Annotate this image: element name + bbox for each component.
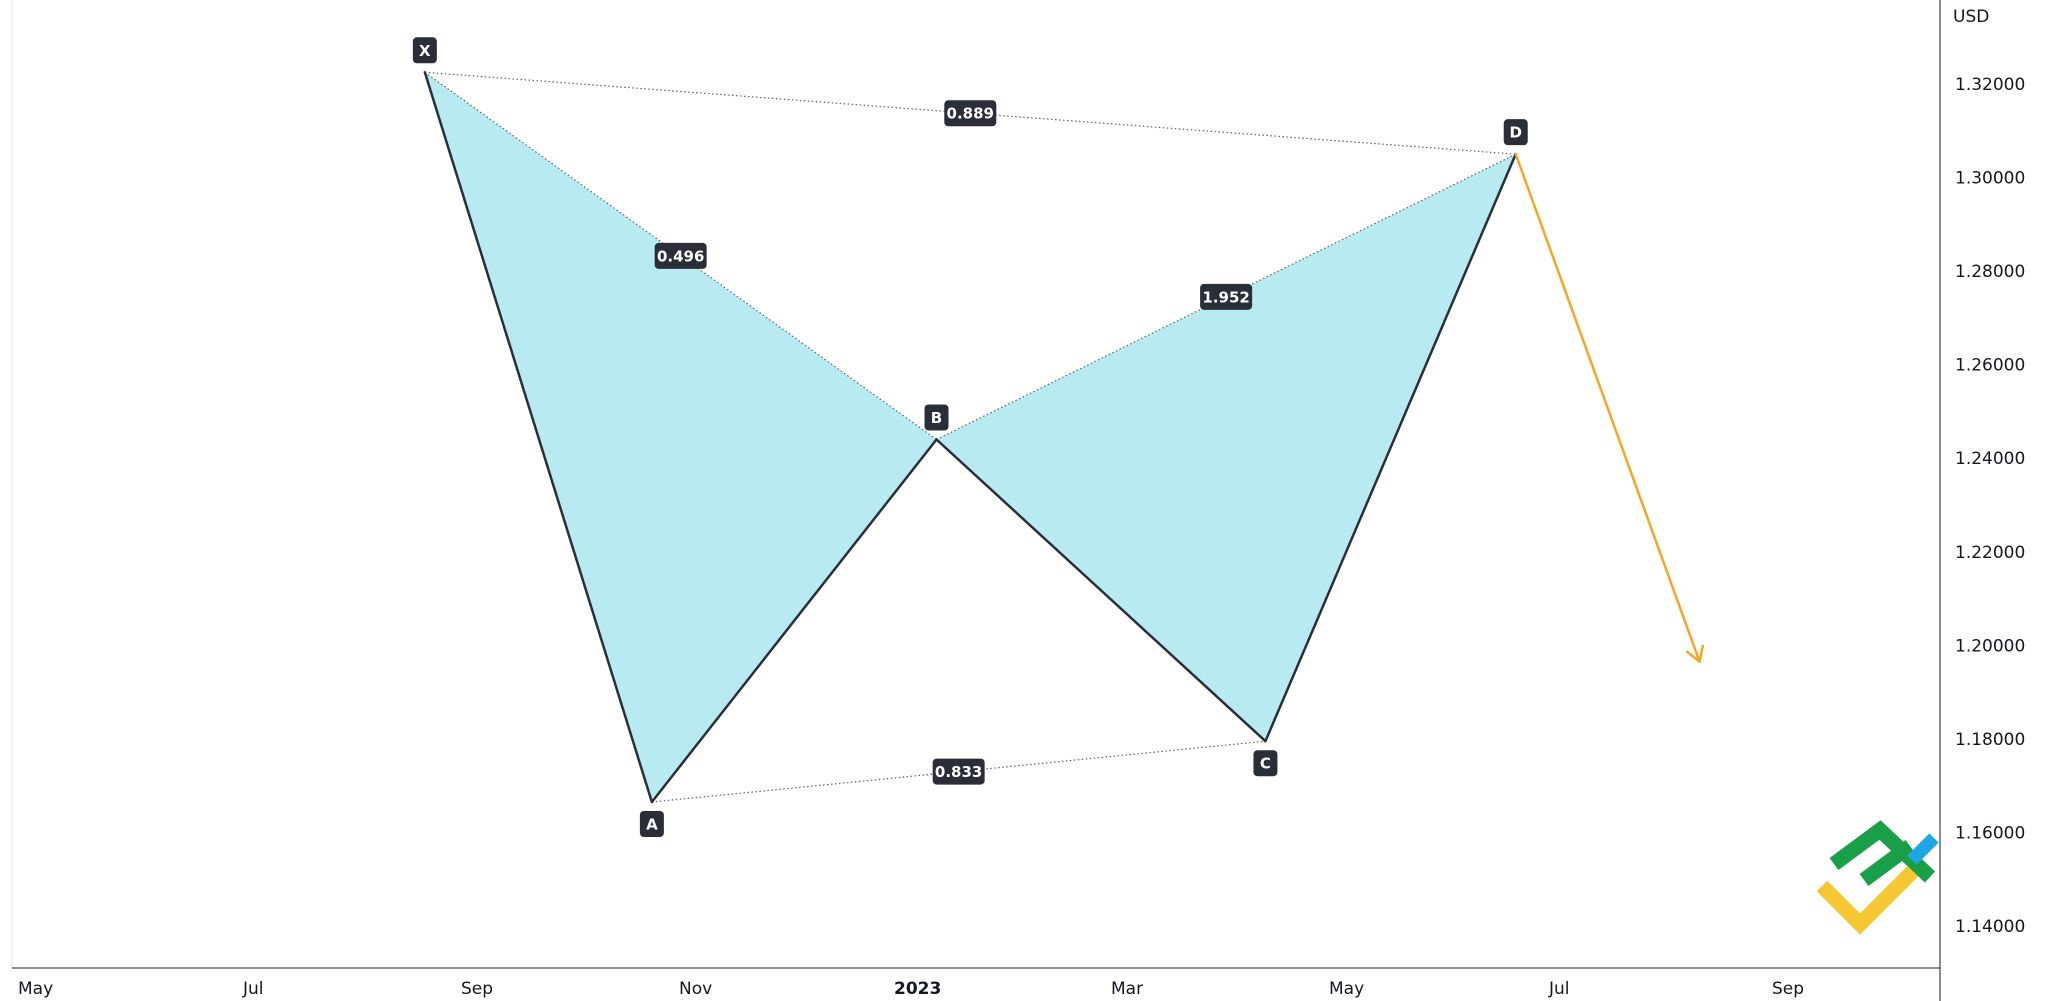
- logo-blue-bar: [1907, 833, 1939, 865]
- ratio-label-xd: 0.889: [944, 100, 997, 127]
- pattern-fill-bcd: [936, 154, 1516, 742]
- point-label-text: A: [646, 815, 658, 833]
- price-tick-label: 1.32000: [1955, 75, 2025, 95]
- ratio-label-bd: 1.952: [1200, 283, 1253, 310]
- point-label-text: B: [931, 409, 942, 427]
- point-label-b: B: [924, 404, 949, 431]
- ratio-label-box: [932, 758, 985, 785]
- time-tick-label: Sep: [461, 979, 493, 999]
- point-label-a: A: [639, 810, 664, 837]
- ratio-label-box: [654, 242, 707, 269]
- time-tick-label: Jul: [242, 979, 264, 999]
- time-tick-label: 2023: [894, 979, 941, 999]
- ratio-label-ac: 0.833: [932, 758, 985, 785]
- ratio-label-text: 0.889: [947, 105, 994, 123]
- point-label-d: D: [1503, 119, 1528, 146]
- projection-arrow: [1514, 152, 1705, 663]
- point-label-box: [1503, 119, 1528, 146]
- leg-xa: [423, 71, 654, 804]
- ratio-line-xb: [424, 71, 937, 440]
- leg-cd: [1264, 152, 1517, 743]
- price-tick-label: 1.22000: [1955, 543, 2025, 563]
- point-labels: X A B C D: [412, 37, 1528, 837]
- point-label-text: D: [1510, 124, 1522, 142]
- price-tick-label: 1.18000: [1955, 730, 2025, 750]
- pattern-fills: [424, 72, 1516, 802]
- projection-arrowhead: [1685, 644, 1705, 663]
- ratio-label-text: 0.833: [935, 763, 982, 781]
- price-tick-label: 1.30000: [1955, 169, 2025, 189]
- point-label-box: [924, 404, 949, 431]
- ratio-label-text: 1.952: [1202, 288, 1249, 306]
- price-axis-ticks: 1.32000 1.30000 1.28000 1.26000 1.24000 1.220…: [1955, 75, 2025, 937]
- time-axis-ticks: May Jul Sep Nov 2023 Mar May Jul Sep: [18, 979, 1804, 999]
- time-tick-label: May: [1329, 979, 1364, 999]
- logo-yellow-chevron: [1816, 858, 1926, 935]
- leg-ab: [650, 438, 938, 804]
- ratio-label-box: [1200, 283, 1253, 310]
- time-tick-label: Jul: [1548, 979, 1570, 999]
- ratio-label-xb: 0.496: [654, 242, 707, 269]
- point-label-x: X: [412, 37, 437, 64]
- point-label-box: [639, 810, 664, 837]
- point-label-text: X: [419, 42, 431, 60]
- currency-label: USD: [1953, 7, 1989, 27]
- point-label-box: [1253, 750, 1278, 777]
- price-tick-label: 1.14000: [1955, 917, 2025, 937]
- point-label-c: C: [1253, 750, 1278, 777]
- logo-green-bar: [1859, 839, 1915, 887]
- ratio-label-box: [944, 100, 997, 127]
- leg-bc: [935, 438, 1267, 743]
- pattern-fill-xab: [424, 72, 937, 802]
- point-label-box: [412, 37, 437, 64]
- price-tick-label: 1.20000: [1955, 636, 2025, 656]
- pattern-legs: [423, 71, 1517, 804]
- price-tick-label: 1.24000: [1955, 449, 2025, 469]
- ratio-label-text: 0.496: [657, 247, 704, 265]
- broker-logo: [1816, 820, 1939, 935]
- ratio-labels: 0.889 0.496 1.952 0.833: [654, 100, 1253, 785]
- time-tick-label: Mar: [1111, 979, 1143, 999]
- price-tick-label: 1.26000: [1955, 356, 2025, 376]
- time-tick-label: May: [18, 979, 53, 999]
- time-tick-label: Nov: [679, 979, 712, 999]
- point-label-text: C: [1260, 755, 1271, 773]
- price-tick-label: 1.16000: [1955, 823, 2025, 843]
- time-tick-label: Sep: [1772, 979, 1804, 999]
- price-tick-label: 1.28000: [1955, 262, 2025, 282]
- projection-line: [1514, 152, 1701, 663]
